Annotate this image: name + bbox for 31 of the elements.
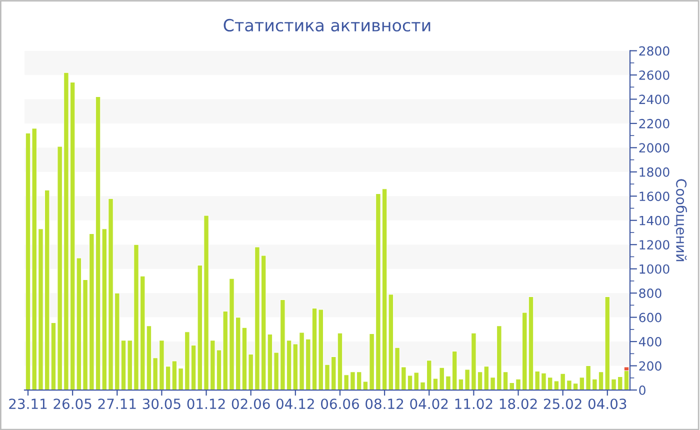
y-tick-label: 2200 (639, 118, 670, 128)
y-tick-label: 1600 (640, 192, 670, 202)
y-tick-label: 0 (639, 385, 646, 395)
y-tick-label: 2800 (639, 46, 670, 56)
x-tick-label: 27.11 (98, 398, 136, 409)
y-tick-label: 800 (639, 288, 662, 298)
chart-title: Статистика активности (224, 18, 430, 32)
x-tick-label: 04.12 (276, 398, 314, 410)
x-tick-label: 02.06 (232, 398, 270, 410)
x-tick-label: 11.02 (455, 398, 492, 410)
x-tick-label: 30.05 (142, 398, 180, 410)
y-axis-title: Сообщений (674, 179, 688, 262)
y-tick-label: 600 (639, 312, 662, 322)
y-tick-label: 1000 (640, 264, 670, 274)
y-tick-label: 2400 (639, 94, 670, 104)
x-tick-label: 26.05 (54, 398, 92, 410)
y-tick-label: 1800 (640, 167, 670, 177)
x-tick-label: 01.12 (187, 398, 225, 410)
y-tick-label: 1400 (640, 216, 670, 226)
y-tick-label: 1200 (640, 240, 670, 250)
y-tick-label: 2000 (639, 143, 670, 153)
x-tick-label: 04.02 (410, 398, 448, 410)
x-tick-label: 06.06 (321, 398, 359, 410)
y-tick-label: 2600 (639, 70, 670, 80)
y-tick-label: 400 (638, 337, 662, 346)
x-tick-label: 18.02 (500, 398, 537, 410)
y-tick-label: 200 (639, 361, 662, 371)
x-tick-label: 04.03 (588, 398, 626, 410)
x-tick-label: 08.12 (366, 398, 404, 410)
x-tick-label: 23.11 (9, 398, 47, 410)
x-tick-label: 25.02 (544, 398, 582, 410)
